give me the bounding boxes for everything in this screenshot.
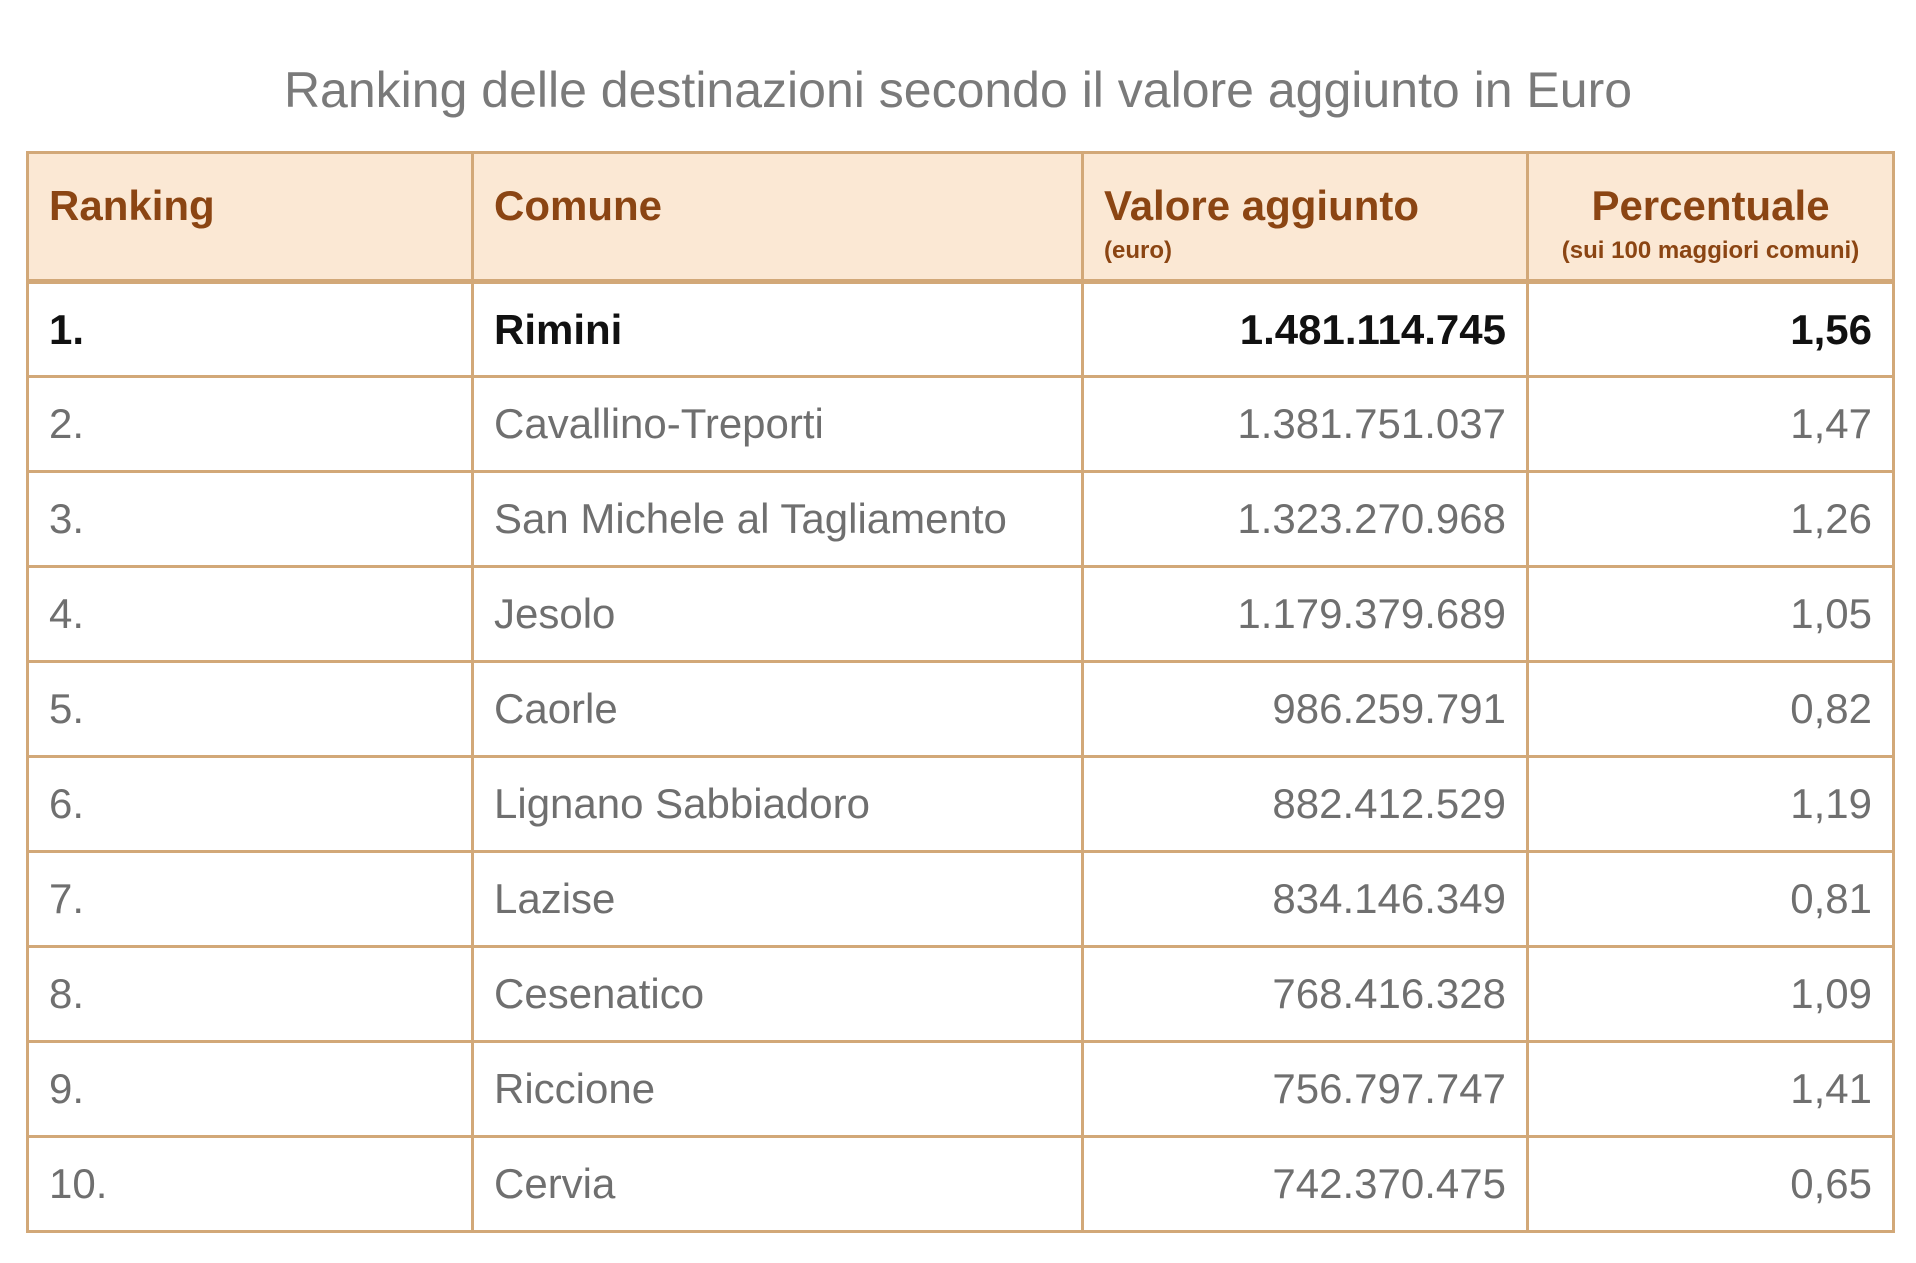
valore-cell: 1.481.114.745 <box>1081 280 1529 378</box>
comune-cell: San Michele al Tagliamento <box>471 470 1084 568</box>
rank-cell: 3. <box>26 470 474 568</box>
rank-cell: 5. <box>26 660 474 758</box>
comune-cell: Riccione <box>471 1040 1084 1138</box>
percentuale-cell: 1,05 <box>1526 565 1895 663</box>
comune-cell: Caorle <box>471 660 1084 758</box>
valore-cell: 756.797.747 <box>1081 1040 1529 1138</box>
percentuale-cell: 0,82 <box>1526 660 1895 758</box>
table-row: 8. Cesenatico 768.416.328 1,09 <box>26 945 1895 1043</box>
percentuale-cell: 1,19 <box>1526 755 1895 853</box>
table-row: 3. San Michele al Tagliamento 1.323.270.96… <box>26 470 1895 568</box>
table-row: 6. Lignano Sabbiadoro 882.412.529 1,19 <box>26 755 1895 853</box>
valore-cell: 742.370.475 <box>1081 1135 1529 1233</box>
table-row: 9. Riccione 756.797.747 1,41 <box>26 1040 1895 1138</box>
chart-title: Ranking delle destinazioni secondo il va… <box>283 62 1633 118</box>
comune-cell: Lazise <box>471 850 1084 948</box>
header-valore-sub: (euro) <box>1104 237 1172 264</box>
header-comune: Comune <box>471 151 1084 284</box>
rank-cell: 7. <box>26 850 474 948</box>
rank-cell: 8. <box>26 945 474 1043</box>
comune-cell: Jesolo <box>471 565 1084 663</box>
header-percentuale-label: Percentuale <box>1591 182 1830 229</box>
valore-cell: 1.323.270.968 <box>1081 470 1529 568</box>
comune-cell: Cesenatico <box>471 945 1084 1043</box>
table-row: 5. Caorle 986.259.791 0,82 <box>26 660 1895 758</box>
rank-cell: 9. <box>26 1040 474 1138</box>
valore-cell: 1.179.379.689 <box>1081 565 1529 663</box>
table-row: 1. Rimini 1.481.114.745 1,56 <box>26 280 1895 378</box>
table-row: 7. Lazise 834.146.349 0,81 <box>26 850 1895 948</box>
valore-cell: 986.259.791 <box>1081 660 1529 758</box>
percentuale-cell: 1,41 <box>1526 1040 1895 1138</box>
header-valore-label: Valore aggiunto <box>1104 182 1420 229</box>
rank-cell: 10. <box>26 1135 474 1233</box>
table-row: 10. Cervia 742.370.475 0,65 <box>26 1135 1895 1233</box>
percentuale-cell: 0,81 <box>1526 850 1895 948</box>
rank-cell: 4. <box>26 565 474 663</box>
valore-cell: 768.416.328 <box>1081 945 1529 1043</box>
header-valore: Valore aggiunto (euro) <box>1081 151 1529 284</box>
header-percentuale-sub: (sui 100 maggiori comuni) <box>1561 237 1860 264</box>
table-row: 4. Jesolo 1.179.379.689 1,05 <box>26 565 1895 663</box>
header-comune-label: Comune <box>494 182 662 229</box>
rank-cell: 1. <box>26 280 474 378</box>
header-ranking-label: Ranking <box>49 182 215 229</box>
valore-cell: 1.381.751.037 <box>1081 375 1529 473</box>
valore-cell: 882.412.529 <box>1081 755 1529 853</box>
header-row: Ranking Comune Valore aggiunto (euro) Pe… <box>26 151 1895 284</box>
comune-cell: Lignano Sabbiadoro <box>471 755 1084 853</box>
header-percentuale: Percentuale (sui 100 maggiori comuni) <box>1526 151 1895 284</box>
header-ranking: Ranking <box>26 151 474 284</box>
ranking-table: Ranking Comune Valore aggiunto (euro) Pe… <box>26 151 1895 1233</box>
comune-cell: Cervia <box>471 1135 1084 1233</box>
table-header: Ranking Comune Valore aggiunto (euro) Pe… <box>26 151 1895 284</box>
valore-cell: 834.146.349 <box>1081 850 1529 948</box>
percentuale-cell: 0,65 <box>1526 1135 1895 1233</box>
percentuale-cell: 1,56 <box>1526 280 1895 378</box>
comune-cell: Cavallino-Treporti <box>471 375 1084 473</box>
percentuale-cell: 1,26 <box>1526 470 1895 568</box>
table-body: 1. Rimini 1.481.114.745 1,56 2. Cavallino-Tre… <box>26 280 1895 1233</box>
percentuale-cell: 1,47 <box>1526 375 1895 473</box>
percentuale-cell: 1,09 <box>1526 945 1895 1043</box>
rank-cell: 6. <box>26 755 474 853</box>
comune-cell: Rimini <box>471 280 1084 378</box>
rank-cell: 2. <box>26 375 474 473</box>
table-row: 2. Cavallino-Treporti 1.381.751.037 1,47 <box>26 375 1895 473</box>
